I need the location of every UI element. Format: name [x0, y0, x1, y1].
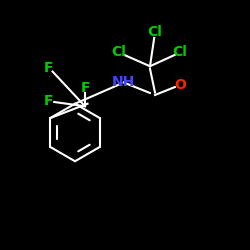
Text: F: F: [44, 94, 54, 108]
Text: Cl: Cl: [172, 46, 188, 60]
Text: Cl: Cl: [111, 46, 126, 60]
Text: NH: NH: [112, 76, 136, 90]
Text: F: F: [44, 60, 54, 74]
Text: F: F: [80, 80, 90, 94]
Text: Cl: Cl: [148, 26, 162, 40]
Text: O: O: [174, 78, 186, 92]
